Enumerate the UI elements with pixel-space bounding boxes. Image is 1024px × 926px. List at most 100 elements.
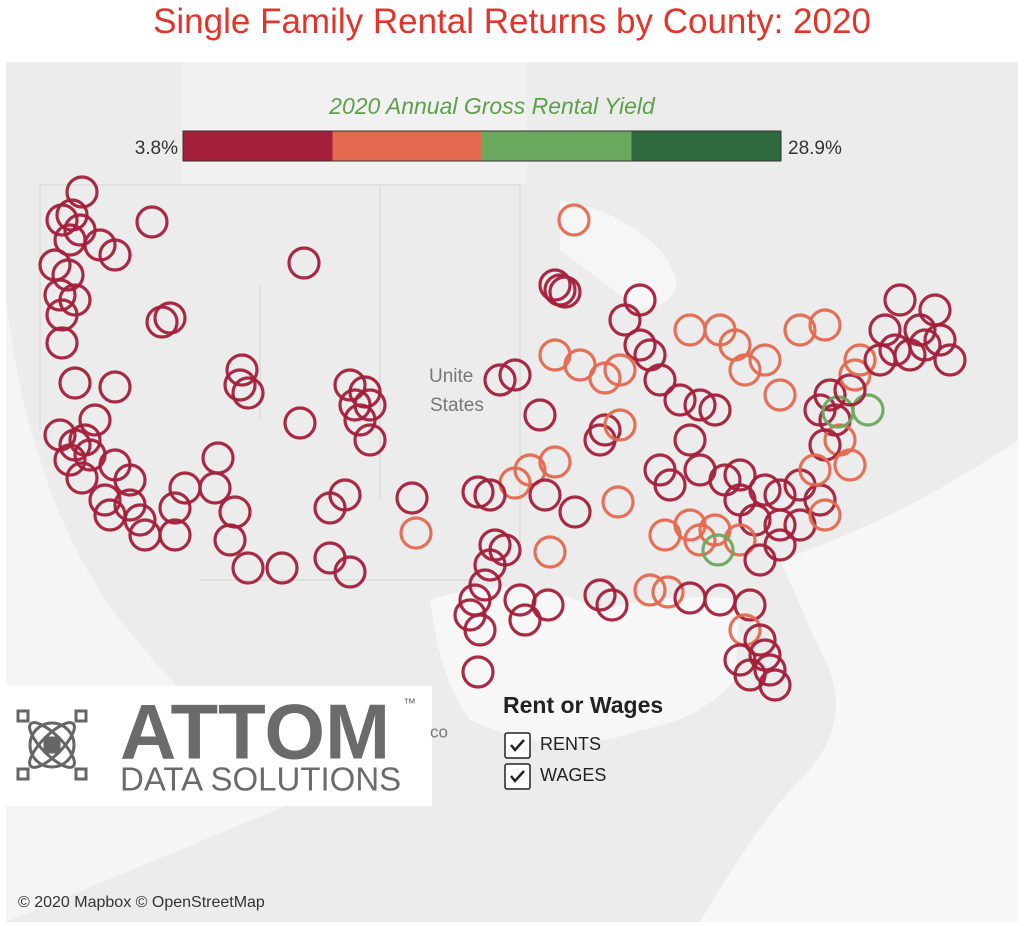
county-marker — [883, 283, 917, 317]
page-title: Single Family Rental Returns by County: … — [153, 2, 871, 41]
county-marker — [45, 203, 79, 237]
logo-tagline: DATA SOLUTIONS — [120, 761, 401, 798]
county-marker — [701, 533, 735, 567]
county-marker — [908, 328, 942, 362]
filter-option[interactable]: RENTS — [540, 734, 601, 754]
filter-options: RENTS WAGES — [504, 732, 606, 790]
county-marker — [833, 373, 867, 407]
state-borders — [39, 184, 521, 581]
county-marker — [533, 535, 567, 569]
legend-swatch — [332, 131, 482, 161]
logo-trademark: ™ — [403, 695, 416, 710]
county-marker — [53, 443, 87, 477]
county-marker — [135, 205, 169, 239]
county-marker — [538, 445, 572, 479]
county-marker — [763, 528, 797, 562]
gulf-water — [430, 587, 740, 743]
county-marker — [508, 603, 542, 637]
county-marker — [333, 555, 367, 589]
county-marker — [838, 358, 872, 392]
map-credits: © 2020 Mapbox © OpenStreetMap — [18, 894, 265, 911]
county-marker — [213, 523, 247, 557]
filter-title: Rent or Wages — [503, 692, 663, 718]
logo-icon — [16, 709, 88, 781]
county-marker — [338, 388, 372, 422]
county-marker — [231, 551, 265, 585]
legend-backdrop — [182, 62, 527, 184]
county-marker — [231, 376, 265, 410]
legend-max: 28.9% — [788, 138, 842, 159]
county-marker — [158, 518, 192, 552]
county-marker — [353, 423, 387, 457]
county-marker — [623, 328, 657, 362]
county-marker — [653, 468, 687, 502]
county-marker — [698, 393, 732, 427]
county-marker — [498, 358, 532, 392]
county-marker — [461, 655, 495, 689]
county-marker — [748, 343, 782, 377]
county-marker — [673, 423, 707, 457]
county-marker — [528, 478, 562, 512]
county-marker — [333, 368, 367, 402]
county-marker — [523, 398, 557, 432]
county-marker — [808, 308, 842, 342]
county-marker — [201, 441, 235, 475]
county-marker — [265, 551, 299, 585]
county-marker — [113, 463, 147, 497]
county-marker — [158, 491, 192, 525]
legend-outline — [182, 130, 782, 162]
county-marker — [461, 475, 495, 509]
county-marker — [753, 653, 787, 687]
county-marker — [601, 485, 635, 519]
map-label: co — [430, 722, 448, 741]
county-marker — [583, 578, 617, 612]
county-marker — [399, 516, 433, 550]
county-marker — [538, 268, 572, 302]
legend-bar — [182, 130, 782, 162]
county-marker — [663, 383, 697, 417]
county-marker — [733, 658, 767, 692]
county-marker — [65, 175, 99, 209]
county-marker — [287, 246, 321, 280]
county-marker — [531, 588, 565, 622]
county-marker — [88, 483, 122, 517]
map-label: Unite — [429, 366, 473, 387]
checkmark — [510, 770, 525, 783]
county-marker — [223, 368, 257, 402]
county-marker — [473, 478, 507, 512]
county-marker — [313, 491, 347, 525]
county-marker — [763, 378, 797, 412]
legend-swatch — [631, 131, 781, 161]
county-marker — [833, 448, 867, 482]
county-marker — [868, 313, 902, 347]
county-marker — [43, 278, 77, 312]
county-marker — [798, 453, 832, 487]
legend-min: 3.8% — [135, 138, 178, 159]
county-marker — [51, 258, 85, 292]
county-marker — [783, 313, 817, 347]
county-marker — [743, 623, 777, 657]
legend-swatch — [482, 131, 632, 161]
county-marker — [343, 403, 377, 437]
county-marker — [548, 275, 582, 309]
county-marker — [557, 203, 591, 237]
county-marker — [225, 353, 259, 387]
county-marker — [723, 523, 757, 557]
county-marker — [608, 303, 642, 337]
county-marker — [65, 461, 99, 495]
county-marker — [145, 305, 179, 339]
county-marker — [123, 503, 157, 537]
ocean-water — [700, 440, 1018, 922]
county-marker — [463, 613, 497, 647]
county-marker — [643, 363, 677, 397]
county-marker — [45, 326, 79, 360]
filter-option[interactable]: WAGES — [540, 765, 606, 785]
county-marker — [633, 573, 667, 607]
county-marker — [558, 495, 592, 529]
county-marker — [843, 343, 877, 377]
county-marker — [763, 508, 797, 542]
county-marker — [603, 408, 637, 442]
county-marker — [723, 458, 757, 492]
map-label: States — [430, 395, 484, 416]
